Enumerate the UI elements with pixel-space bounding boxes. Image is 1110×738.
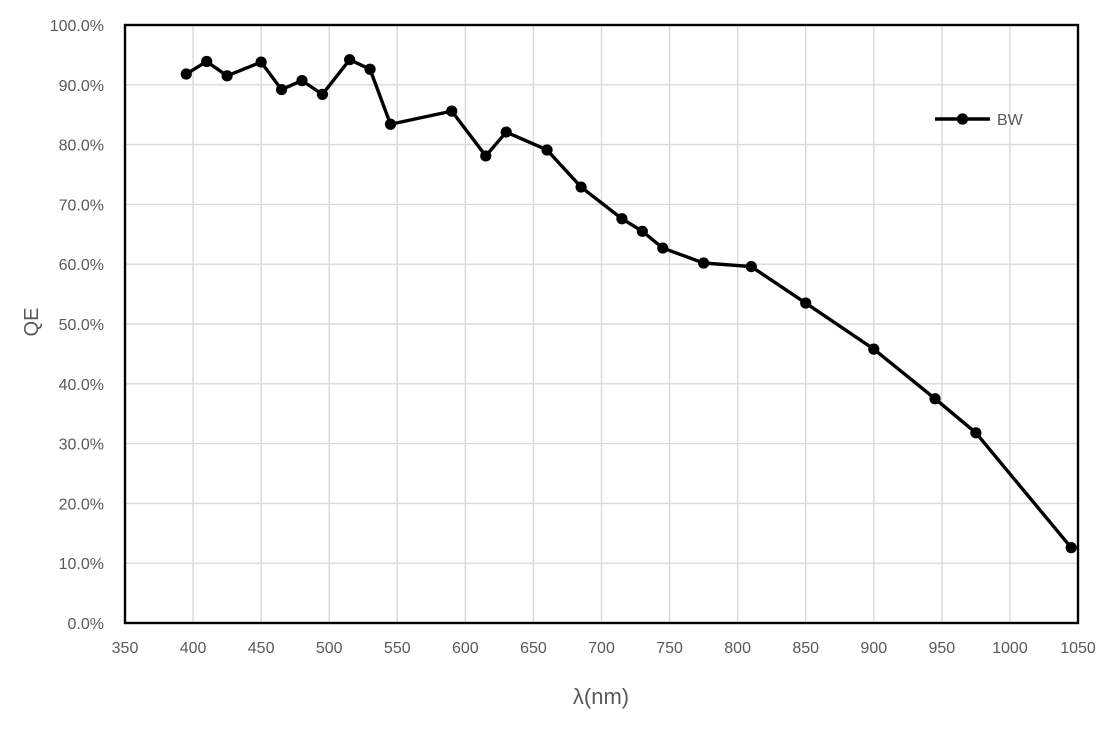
series-bw-marker <box>255 56 267 68</box>
y-tick-label: 80.0% <box>59 138 104 155</box>
legend: BW <box>935 112 1024 129</box>
series-bw-marker <box>446 105 458 117</box>
x-tick-label: 600 <box>452 640 479 657</box>
x-axis-tick-labels: 350 400 450 500 550 600 650 700 750 800 850 900 950 1… <box>112 640 1096 657</box>
x-tick-label: 550 <box>384 640 411 657</box>
gridlines <box>125 25 1078 623</box>
series-bw-marker <box>616 213 628 225</box>
x-tick-label: 700 <box>588 640 615 657</box>
x-tick-label: 950 <box>929 640 956 657</box>
y-axis-tick-labels: 0.0% 10.0% 20.0% 30.0% 40.0% 50.0% 60.0% 70.0% 8… <box>50 18 104 633</box>
x-tick-label: 1050 <box>1060 640 1096 657</box>
y-tick-label: 20.0% <box>59 496 104 513</box>
series-bw-marker <box>698 257 710 269</box>
x-tick-label: 850 <box>792 640 819 657</box>
series-bw-marker <box>221 70 233 82</box>
series-bw-marker <box>800 297 812 309</box>
y-tick-label: 30.0% <box>59 437 104 454</box>
y-axis-title: QE <box>21 308 43 337</box>
series-bw-marker <box>344 54 356 66</box>
y-tick-label: 40.0% <box>59 377 104 394</box>
x-axis-title: λ(nm) <box>573 684 629 709</box>
y-tick-label: 0.0% <box>68 616 104 633</box>
series-bw-marker <box>364 63 376 75</box>
x-tick-label: 400 <box>180 640 207 657</box>
plot-border <box>123 23 1080 625</box>
x-tick-label: 900 <box>860 640 887 657</box>
x-tick-label: 450 <box>248 640 275 657</box>
legend-label-bw: BW <box>997 112 1024 129</box>
series-bw-marker <box>296 75 308 87</box>
series-bw-marker <box>541 144 553 156</box>
x-tick-label: 650 <box>520 640 547 657</box>
series-bw-marker <box>970 427 982 439</box>
series-bw-marker <box>868 343 880 355</box>
series-bw-marker <box>929 393 941 405</box>
y-tick-label: 10.0% <box>59 556 104 573</box>
series-bw-line <box>184 57 1073 550</box>
y-tick-label: 50.0% <box>59 317 104 334</box>
x-tick-label: 500 <box>316 640 343 657</box>
y-tick-label: 100.0% <box>50 18 104 35</box>
x-tick-label: 1000 <box>992 640 1028 657</box>
y-tick-label: 90.0% <box>59 78 104 95</box>
series-bw-marker <box>275 83 288 96</box>
series-bw-marker <box>575 181 587 193</box>
x-tick-label: 350 <box>112 640 139 657</box>
series-bw-marker <box>480 150 492 162</box>
x-tick-label: 800 <box>724 640 751 657</box>
series-bw-marker <box>316 88 329 100</box>
plot-area-border <box>123 23 1080 625</box>
x-tick-label: 750 <box>656 640 683 657</box>
series-bw-marker <box>657 242 669 254</box>
series-bw-marker <box>384 118 397 130</box>
legend-marker-icon <box>956 113 969 125</box>
series-bw-marker <box>201 55 213 68</box>
series-bw-marker <box>500 126 512 138</box>
y-tick-label: 60.0% <box>59 257 104 274</box>
series-bw-marker <box>745 260 757 273</box>
series-bw-marker <box>180 68 192 80</box>
y-tick-label: 70.0% <box>59 197 104 214</box>
series-bw <box>180 54 1077 554</box>
series-bw-marker <box>1065 542 1077 554</box>
series-bw-marker <box>636 225 648 237</box>
